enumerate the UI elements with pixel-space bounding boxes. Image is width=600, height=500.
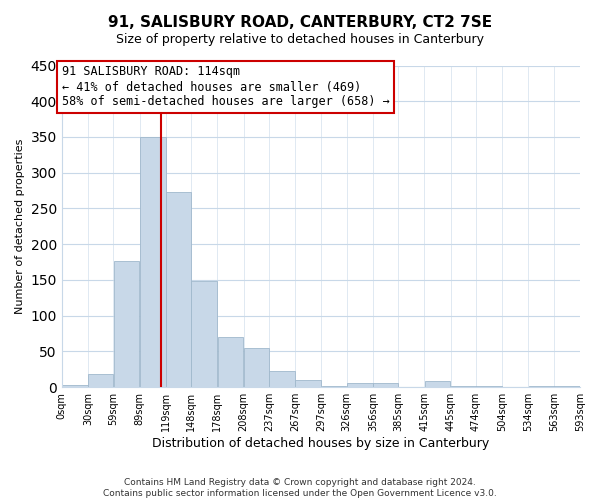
Bar [295, 380, 321, 387]
Text: Size of property relative to detached houses in Canterbury: Size of property relative to detached ho… [116, 32, 484, 46]
Text: 91 SALISBURY ROAD: 114sqm
← 41% of detached houses are smaller (469)
58% of semi: 91 SALISBURY ROAD: 114sqm ← 41% of detac… [62, 66, 389, 108]
Bar [218, 337, 243, 387]
Bar [476, 386, 502, 387]
Bar [451, 386, 476, 387]
Bar [554, 386, 580, 387]
Text: 91, SALISBURY ROAD, CANTERBURY, CT2 7SE: 91, SALISBURY ROAD, CANTERBURY, CT2 7SE [108, 15, 492, 30]
Bar [191, 282, 217, 387]
Bar [88, 374, 113, 387]
X-axis label: Distribution of detached houses by size in Canterbury: Distribution of detached houses by size … [152, 437, 490, 450]
Bar [244, 348, 269, 387]
Bar [113, 262, 139, 387]
Bar [425, 382, 451, 387]
Text: Contains HM Land Registry data © Crown copyright and database right 2024.
Contai: Contains HM Land Registry data © Crown c… [103, 478, 497, 498]
Bar [166, 192, 191, 387]
Bar [373, 383, 398, 387]
Bar [529, 386, 554, 387]
Bar [62, 385, 88, 387]
Bar [347, 383, 373, 387]
Bar [140, 137, 166, 387]
Y-axis label: Number of detached properties: Number of detached properties [15, 138, 25, 314]
Bar [269, 372, 295, 387]
Bar [322, 386, 346, 387]
